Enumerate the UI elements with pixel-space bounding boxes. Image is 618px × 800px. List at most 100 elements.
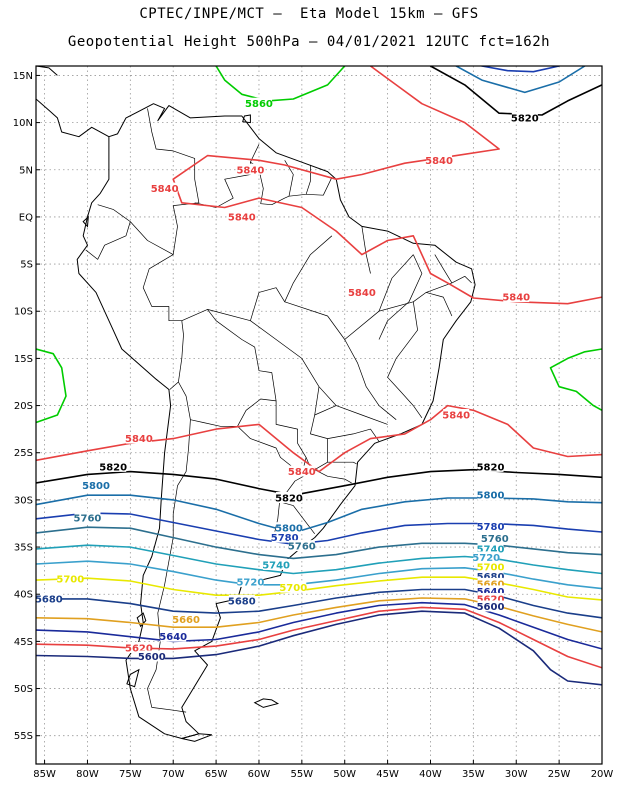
contour-5800: [455, 66, 586, 94]
island-outline: [126, 668, 140, 688]
contour-label-bg: [74, 511, 101, 523]
contour-label-bg: [348, 286, 375, 298]
contour-label-5800: 5800: [275, 524, 303, 535]
contour-label-5700: 5700: [279, 583, 307, 594]
lat-tick-label: 5S: [20, 260, 33, 271]
contour-5820: [36, 468, 602, 496]
border-line: [207, 309, 388, 425]
contour-label-5720: 5720: [236, 577, 264, 588]
graticule: [36, 66, 603, 764]
contour-labels: 5860 5840 5840 5840 5840 5840 5840 5840 5840 5840…: [35, 97, 539, 663]
lon-tick-label: 60W: [248, 769, 271, 780]
map-title-line1: CPTEC/INPE/MCT – Eta Model 15km – GFS: [139, 6, 479, 22]
contour-label-bg: [245, 97, 272, 109]
lon-tick-label: 45W: [376, 769, 399, 780]
contour-label-5840: 5840: [288, 467, 316, 478]
lat-tick-label: 15S: [14, 354, 33, 365]
lon-tick-label: 75W: [119, 769, 142, 780]
contour-label-bg: [477, 592, 504, 604]
border-line: [288, 165, 311, 197]
lon-tick-label: 65W: [205, 769, 228, 780]
map-title-line2: Geopotential Height 500hPa – 04/01/2021 …: [67, 34, 551, 50]
contour-label-5820: 5820: [99, 462, 127, 473]
border-line: [344, 254, 414, 340]
contour-5700: [36, 576, 602, 601]
contour-label-5840: 5840: [151, 184, 179, 195]
contour-label-5840: 5840: [348, 288, 376, 299]
contour-5780: [36, 512, 602, 545]
contour-label-5820: 5820: [275, 494, 303, 505]
contour-label-5700: 5700: [56, 575, 84, 586]
contour-label-bg: [477, 577, 504, 589]
contour-label-5680: 5680: [477, 572, 505, 583]
border-line: [378, 254, 423, 340]
contour-label-bg: [100, 460, 127, 472]
contour-label-5840: 5840: [236, 165, 264, 176]
contour-5780: [481, 66, 560, 73]
contour-label-bg: [57, 573, 84, 585]
contour-label-5600: 5600: [138, 652, 166, 663]
border-line: [378, 292, 453, 317]
contour-label-bg: [477, 542, 504, 554]
contour-label-5760: 5760: [288, 542, 316, 553]
contour-label-5840: 5840: [228, 212, 256, 223]
contour-label-bg: [125, 641, 152, 653]
lat-tick-label: 40S: [14, 590, 33, 601]
contour-5800: [36, 494, 602, 534]
contour-label-bg: [426, 154, 453, 166]
contour-label-bg: [477, 460, 504, 472]
border-line: [361, 226, 371, 274]
coastline-segment: [36, 66, 110, 138]
border-line: [237, 400, 307, 475]
contour-label-bg: [477, 520, 504, 532]
lon-tick-label: 40W: [419, 769, 442, 780]
contour-label-5680: 5680: [228, 596, 256, 607]
contour-label-bg: [35, 592, 62, 604]
border-line: [147, 419, 191, 713]
contour-5860: [549, 348, 602, 412]
lat-tick-label: 5N: [19, 165, 33, 176]
contour-label-5640: 5640: [477, 587, 505, 598]
border-line: [387, 301, 423, 419]
contour-label-bg: [477, 585, 504, 597]
contour-label-bg: [477, 600, 504, 612]
island-outline: [82, 215, 89, 228]
island-outline: [136, 612, 147, 628]
contour-label-bg: [138, 650, 165, 662]
contour-label-bg: [263, 558, 290, 570]
contour-label-5620: 5620: [125, 643, 153, 654]
axis-tick-labels: 15N 10N 5N EQ 5S 10S 15S 20S 25S 30S 35S 40S 45S 50S 5…: [13, 71, 614, 780]
contour-label-bg: [477, 560, 504, 572]
contour-label-bg: [473, 551, 500, 563]
contour-label-bg: [83, 479, 110, 491]
contour-label-5740: 5740: [262, 560, 290, 571]
contour-label-5820: 5820: [477, 462, 505, 473]
contour-label-bg: [511, 111, 538, 123]
lon-tick-label: 55W: [291, 769, 314, 780]
contour-label-bg: [280, 581, 307, 593]
contour-label-bg: [228, 210, 255, 222]
lat-tick-label: 15N: [13, 71, 33, 82]
contour-label-bg: [477, 489, 504, 501]
contour-label-5680: 5680: [35, 594, 63, 605]
lat-tick-label: 20S: [14, 401, 33, 412]
contour-5640: [36, 601, 602, 650]
island-outline: [181, 733, 212, 742]
lon-tick-label: 35W: [462, 769, 485, 780]
lat-tick-label: 35S: [14, 543, 33, 554]
lat-tick-label: 45S: [14, 637, 33, 648]
contour-label-5600: 5600: [477, 602, 505, 613]
contour-5840: [172, 66, 602, 305]
island-outline: [242, 114, 251, 124]
contour-label-bg: [237, 163, 264, 175]
border-line: [97, 108, 200, 255]
border-line: [426, 275, 472, 293]
contour-label-bg: [160, 630, 187, 642]
contour-5660: [36, 597, 602, 633]
border-line: [279, 501, 315, 535]
lat-tick-label: 30S: [14, 495, 33, 506]
contour-label-5840: 5840: [442, 411, 470, 422]
border-line: [178, 309, 277, 427]
